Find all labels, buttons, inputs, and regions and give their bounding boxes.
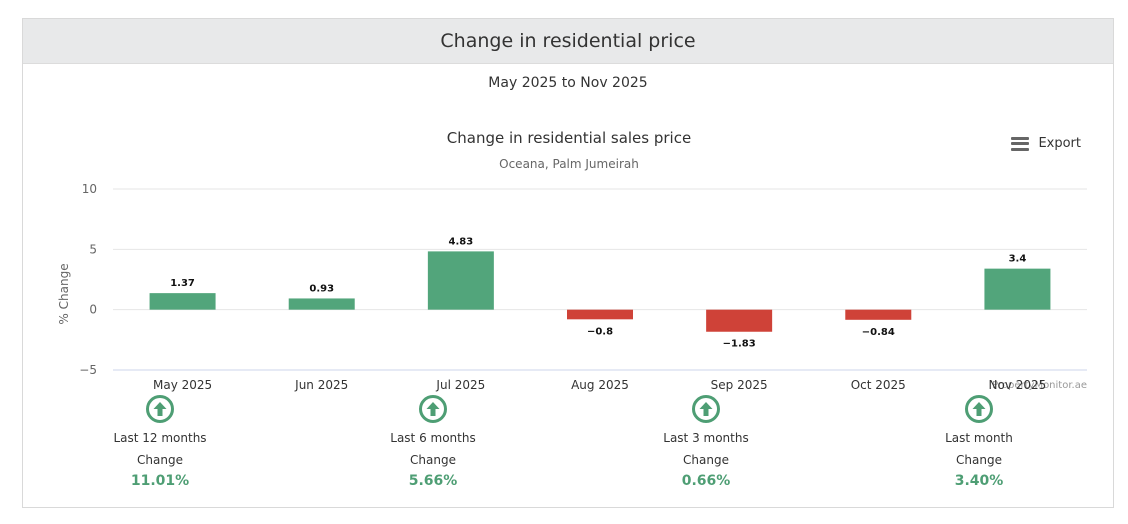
- stat-period: Last 6 months: [390, 431, 476, 445]
- bar-oct-2025[interactable]: [845, 309, 912, 320]
- y-tick-label: 0: [89, 303, 97, 317]
- stat-period: Last 12 months: [113, 431, 207, 445]
- chart-container: Change in residential sales price Oceana…: [23, 115, 1115, 395]
- arrow-up-circle-icon: [419, 395, 447, 423]
- stat-value: 11.01%: [130, 473, 190, 489]
- arrow-up-circle-icon: [146, 395, 174, 423]
- export-label: Export: [1038, 136, 1081, 151]
- stat-last-6-months: Last 6 months Change 5.66%: [348, 394, 518, 489]
- chart-subtitle: Oceana, Palm Jumeirah: [499, 157, 639, 171]
- x-tick-label: Jul 2025: [435, 378, 485, 392]
- data-label: 0.93: [309, 283, 334, 294]
- stat-change-label: Change: [137, 453, 183, 467]
- arrow-up-circle-icon: [965, 395, 993, 423]
- y-tick-label: 5: [89, 242, 97, 256]
- bar-sep-2025[interactable]: [706, 309, 773, 332]
- stat-period: Last month: [945, 431, 1013, 445]
- bar-jul-2025[interactable]: [427, 251, 494, 310]
- x-tick-label: Oct 2025: [851, 378, 906, 392]
- stat-value: 3.40%: [954, 473, 1004, 489]
- stat-value: 5.66%: [408, 473, 458, 489]
- stats-row: Last 12 months Change 11.01% Last 6 mont…: [23, 394, 1115, 504]
- bar-nov-2025[interactable]: [984, 268, 1051, 310]
- chart-credit[interactable]: PropertyMonitor.ae: [992, 380, 1087, 391]
- card-header: Change in residential price: [23, 19, 1113, 64]
- y-axis-label: % Change: [57, 263, 71, 324]
- chart-title: Change in residential sales price: [447, 129, 691, 147]
- export-button[interactable]: Export: [1011, 136, 1081, 151]
- x-tick-label: Jun 2025: [294, 378, 348, 392]
- stat-change-label: Change: [410, 453, 456, 467]
- data-label: −1.83: [723, 339, 756, 350]
- x-tick-label: May 2025: [153, 378, 212, 392]
- bar-may-2025[interactable]: [149, 293, 216, 310]
- stat-last-12-months: Last 12 months Change 11.01%: [75, 394, 245, 489]
- stat-value: 0.66%: [681, 473, 731, 489]
- data-label: 1.37: [170, 278, 195, 289]
- data-label: 3.4: [1009, 254, 1027, 265]
- date-range-subtitle: May 2025 to Nov 2025: [488, 75, 648, 91]
- bar-chart: Change in residential sales price Oceana…: [57, 129, 1087, 392]
- card-title: Change in residential price: [440, 30, 696, 52]
- x-tick-label: Sep 2025: [711, 378, 768, 392]
- stat-change-label: Change: [683, 453, 729, 467]
- bar-jun-2025[interactable]: [288, 298, 355, 310]
- price-change-card: Change in residential price May 2025 to …: [22, 18, 1114, 508]
- x-tick-label: Aug 2025: [571, 378, 629, 392]
- stat-period: Last 3 months: [663, 431, 749, 445]
- menu-icon: [1011, 136, 1030, 151]
- stat-change-label: Change: [956, 453, 1002, 467]
- data-label: −0.8: [587, 326, 613, 337]
- arrow-up-circle-icon: [692, 395, 720, 423]
- data-label: 4.83: [449, 236, 474, 247]
- stat-last-month: Last month Change 3.40%: [894, 394, 1064, 489]
- data-label: −0.84: [862, 327, 895, 338]
- y-tick-label: 10: [82, 182, 97, 196]
- bar-aug-2025[interactable]: [567, 309, 633, 320]
- y-tick-label: −5: [79, 363, 97, 377]
- x-tick-label: Nov 2025: [989, 378, 1047, 392]
- stat-last-3-months: Last 3 months Change 0.66%: [621, 394, 791, 489]
